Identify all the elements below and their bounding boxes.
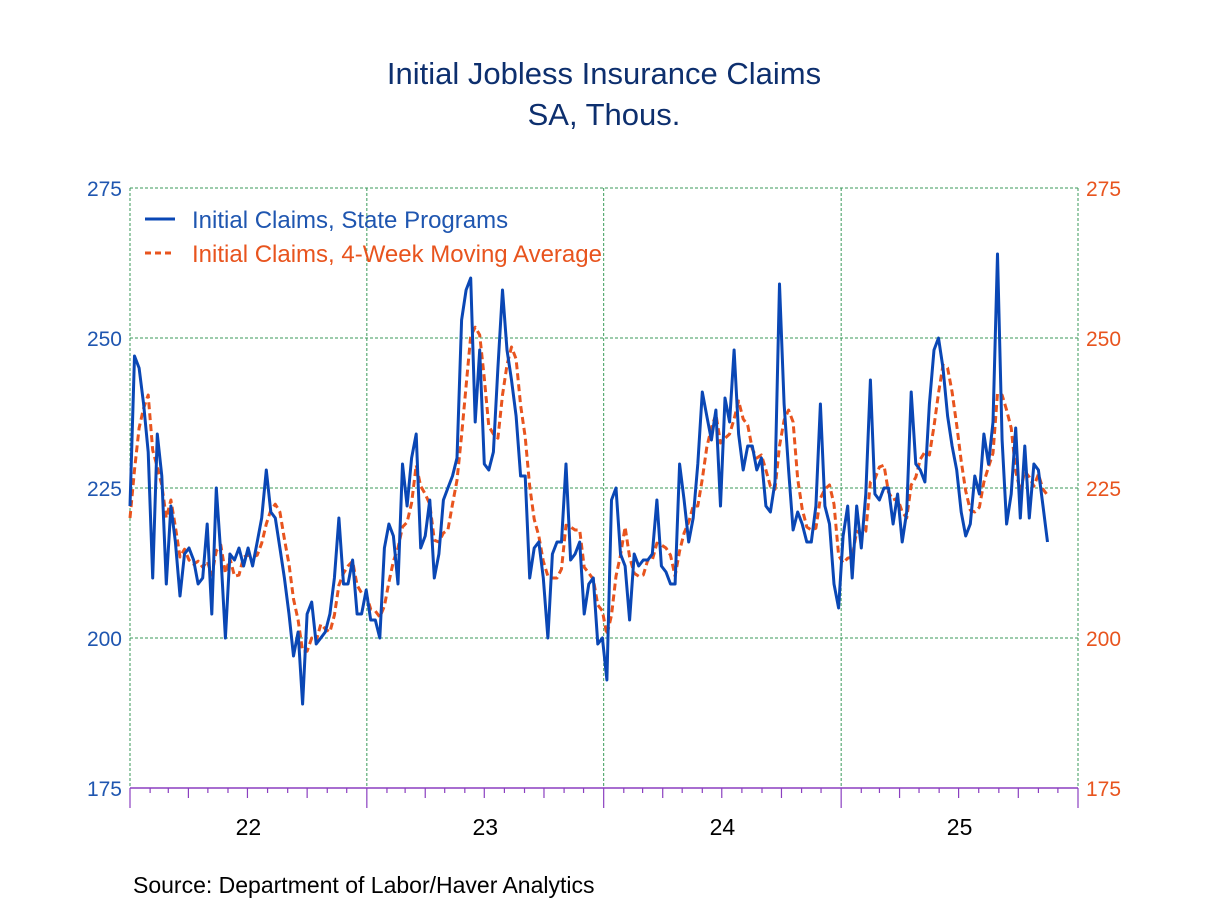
series-lines [128, 252, 1049, 706]
legend-label-state-programs: Initial Claims, State Programs [192, 207, 508, 234]
legend-label-moving-average: Initial Claims, 4-Week Moving Average [192, 241, 602, 268]
x-tick-label: 24 [710, 814, 736, 840]
y-tick-label-right: 250 [1086, 328, 1121, 351]
y-tick-label-right: 200 [1086, 628, 1121, 651]
axes [129, 787, 1079, 808]
source-note: Source: Department of Labor/Haver Analyt… [133, 872, 595, 898]
y-tick-label-left: 250 [87, 328, 122, 351]
series-line-state-programs [128, 252, 1049, 706]
y-tick-label-left: 175 [87, 778, 122, 801]
y-tick-label-left: 225 [87, 478, 122, 501]
chart-subtitle: SA, Thous. [527, 97, 681, 132]
gridlines [129, 187, 1079, 788]
x-tick-label: 23 [472, 814, 498, 840]
x-tick-label: 25 [947, 814, 973, 840]
y-tick-label-right: 175 [1086, 778, 1121, 801]
series-line-moving-average [128, 325, 1049, 653]
y-tick-label-right: 275 [1086, 178, 1121, 201]
y-tick-labels: 175 175 200 200 225 225 250 250 275 275 [87, 178, 1121, 801]
x-tick-labels: 22 23 24 25 [236, 814, 973, 840]
y-tick-label-left: 200 [87, 628, 122, 651]
y-tick-label-right: 225 [1086, 478, 1121, 501]
y-tick-label-left: 275 [87, 178, 122, 201]
x-tick-label: 22 [236, 814, 262, 840]
chart-title: Initial Jobless Insurance Claims [386, 56, 822, 91]
legend: Initial Claims, State Programs Initial C… [145, 207, 602, 268]
